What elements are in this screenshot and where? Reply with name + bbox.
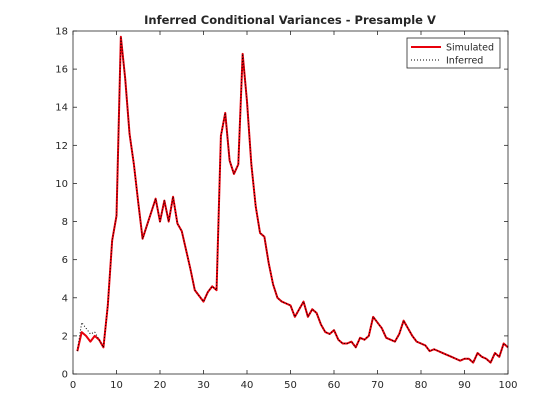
- x-tick-label: 60: [328, 380, 341, 391]
- x-tick-label: 10: [110, 380, 123, 391]
- chart-title: Inferred Conditional Variances - Presamp…: [144, 13, 436, 27]
- x-tick-label: 70: [371, 380, 384, 391]
- x-axis: 0 10 20 30 40 50 60 70 80 90 100: [70, 31, 518, 391]
- y-tick-label: 4: [62, 293, 68, 304]
- x-tick-label: 80: [415, 380, 428, 391]
- x-tick-label: 40: [241, 380, 254, 391]
- legend-label-simulated: Simulated: [446, 43, 494, 54]
- legend: Simulated Inferred: [406, 37, 501, 69]
- x-tick-label: 20: [154, 380, 167, 391]
- x-tick-label: 90: [458, 380, 471, 391]
- series-line-simulated: [76, 35, 509, 364]
- y-tick-label: 0: [62, 370, 68, 381]
- y-tick-label: 8: [62, 217, 68, 228]
- y-tick-label: 10: [55, 179, 68, 190]
- legend-box: [406, 37, 501, 69]
- y-tick-label: 6: [62, 255, 68, 266]
- x-tick-label: 50: [284, 380, 297, 391]
- plot-area: [73, 31, 508, 374]
- y-tick-label: 14: [55, 103, 68, 114]
- x-tick-label: 30: [197, 380, 210, 391]
- y-tick-label: 12: [55, 141, 68, 152]
- x-tick-label: 0: [70, 380, 76, 391]
- series-layer: [76, 35, 509, 364]
- y-tick-label: 18: [55, 27, 68, 38]
- x-tick-label: 100: [498, 380, 517, 391]
- y-tick-label: 2: [62, 331, 68, 342]
- y-axis: 0 2 4 6 8 10 12 14 16 18: [55, 27, 508, 381]
- legend-label-inferred: Inferred: [446, 56, 483, 67]
- y-tick-label: 16: [55, 65, 68, 76]
